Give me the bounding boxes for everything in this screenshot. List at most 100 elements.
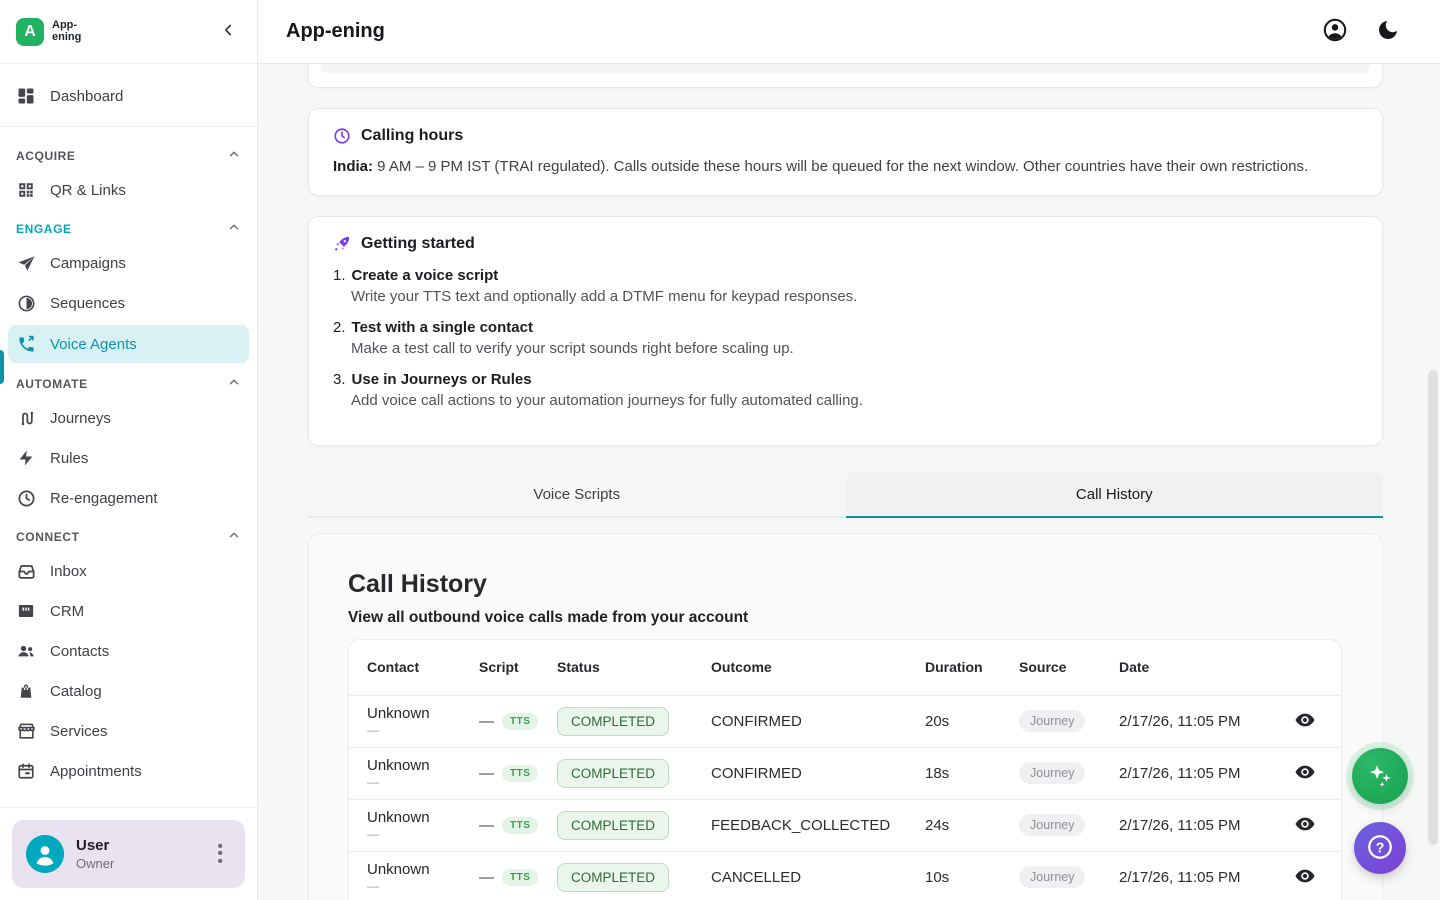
previous-card-cutoff: [308, 64, 1383, 88]
step-2: 2. Test with a single contact Make a test…: [333, 319, 1358, 357]
sidebar-item-catalog[interactable]: Catalog: [0, 671, 257, 711]
tts-badge: TTS: [502, 868, 539, 886]
sidebar-section-automate[interactable]: AUTOMATE: [0, 365, 257, 398]
sidebar-item-campaigns[interactable]: Campaigns: [0, 243, 257, 283]
step-title: Test with a single contact: [351, 319, 533, 336]
outcome-cell: CONFIRMED: [711, 746, 925, 799]
step-desc: Add voice call actions to your automatio…: [351, 392, 863, 409]
calling-hours-card: Calling hours India: 9 AM – 9 PM IST (TR…: [308, 108, 1383, 196]
sidebar-item-qr-links[interactable]: QR & Links: [0, 170, 257, 210]
route-icon: [16, 408, 36, 428]
col-actions: [1294, 640, 1341, 695]
tab-call-history[interactable]: Call History: [845, 472, 1383, 518]
calling-hours-title: Calling hours: [361, 127, 464, 144]
sidebar-item-sequences[interactable]: Sequences: [0, 283, 257, 323]
content-scroll-area[interactable]: Calling hours India: 9 AM – 9 PM IST (TR…: [258, 64, 1440, 900]
status-badge: COMPLETED: [557, 862, 670, 892]
ai-assistant-button[interactable]: [1352, 748, 1408, 804]
brand-logo[interactable]: A App-ening: [16, 17, 82, 46]
dark-mode-toggle[interactable]: [1376, 18, 1400, 45]
send-icon: [16, 253, 36, 273]
user-card[interactable]: User Owner • • •: [12, 820, 245, 888]
kebab-menu-icon[interactable]: • • •: [217, 838, 223, 870]
getting-started-card: Getting started 1. Create a voice script …: [308, 216, 1383, 446]
view-call-button[interactable]: [1294, 813, 1316, 838]
sidebar-collapse-button[interactable]: [215, 17, 241, 46]
call-history-subtitle: View all outbound voice calls made from …: [348, 609, 749, 626]
user-meta: User Owner: [76, 837, 197, 871]
previous-card-inner: [321, 64, 1370, 73]
contact-name: Unknown: [367, 809, 430, 826]
chevron-up-icon: [227, 147, 241, 164]
table-row[interactable]: Unknown — — TTS COMPLETED CANCELLED 10s Jo…: [349, 850, 1341, 900]
sidebar-item-dashboard[interactable]: Dashboard: [0, 76, 257, 116]
sidebar-section-acquire[interactable]: ACQUIRE: [0, 137, 257, 170]
call-history-title: Call History: [348, 570, 487, 598]
eye-icon: [1294, 709, 1316, 734]
sidebar-item-rules[interactable]: Rules: [0, 438, 257, 478]
sidebar-item-contacts[interactable]: Contacts: [0, 631, 257, 671]
view-call-button[interactable]: [1294, 761, 1316, 786]
duration-cell: 10s: [925, 850, 1019, 900]
account-button[interactable]: [1322, 17, 1348, 46]
contact-sub: —: [367, 723, 379, 737]
step-desc: Make a test call to verify your script s…: [351, 340, 794, 357]
tab-voice-scripts[interactable]: Voice Scripts: [308, 472, 846, 518]
sidebar-item-voice-agents[interactable]: Voice Agents: [8, 325, 249, 363]
sidebar-nav: Dashboard ACQUIRE QR & Links ENGAGE Camp…: [0, 64, 257, 807]
clock-icon: [333, 127, 351, 145]
chevron-up-icon: [227, 528, 241, 545]
sequences-icon: [16, 293, 36, 313]
sidebar-item-services[interactable]: Services: [0, 711, 257, 751]
sidebar-item-appointments[interactable]: Appointments: [0, 751, 257, 791]
table-row[interactable]: Unknown — — TTS COMPLETED CONFIRMED 20s Jo…: [349, 694, 1341, 747]
help-button[interactable]: ?: [1354, 822, 1406, 874]
page-title: App-ening: [286, 20, 385, 42]
sidebar-item-crm[interactable]: CRM: [0, 591, 257, 631]
crm-icon: [16, 601, 36, 621]
tts-badge: TTS: [502, 712, 539, 730]
contact-sub: —: [367, 775, 379, 789]
brand-name: App-ening: [52, 18, 82, 43]
sidebar-item-inbox[interactable]: Inbox: [0, 551, 257, 591]
contact-name: Unknown: [367, 861, 430, 878]
chevron-up-icon: [227, 375, 241, 392]
sidebar-item-re-engagement[interactable]: Re-engagement: [0, 478, 257, 518]
view-call-button[interactable]: [1294, 709, 1316, 734]
date-cell: 2/17/26, 11:05 PM: [1119, 850, 1294, 900]
table-row[interactable]: Unknown — — TTS COMPLETED CONFIRMED 18s Jo…: [349, 746, 1341, 799]
chevron-up-icon: [227, 220, 241, 237]
moon-icon: [1376, 18, 1400, 45]
status-badge: COMPLETED: [557, 706, 670, 736]
sidebar-item-journeys[interactable]: Journeys: [0, 398, 257, 438]
sidebar-section-connect[interactable]: CONNECT: [0, 518, 257, 551]
contact-sub: —: [367, 827, 379, 841]
source-badge: Journey: [1019, 866, 1086, 888]
col-script: Script: [479, 659, 519, 676]
step-1: 1. Create a voice script Write your TTS t…: [333, 267, 1358, 305]
step-title: Create a voice script: [351, 267, 499, 284]
status-badge: COMPLETED: [557, 758, 670, 788]
step-3: 3. Use in Journeys or Rules Add voice cal…: [333, 371, 1358, 409]
question-mark-icon: ?: [1365, 832, 1395, 865]
step-title: Use in Journeys or Rules: [351, 371, 532, 388]
main-area: App-ening Calling hours India: 9 AM –: [258, 0, 1440, 900]
outcome-cell: CONFIRMED: [711, 694, 925, 747]
tts-badge: TTS: [502, 764, 539, 782]
user-name: User: [76, 837, 110, 854]
date-cell: 2/17/26, 11:05 PM: [1119, 746, 1294, 799]
sidebar-header: A App-ening: [0, 0, 257, 64]
calendar-icon: [16, 761, 36, 781]
view-call-button[interactable]: [1294, 865, 1316, 890]
table-row[interactable]: Unknown — — TTS COMPLETED FEEDBACK_COLLECT…: [349, 798, 1341, 851]
phone-call-icon: [16, 334, 36, 354]
rocket-icon: [333, 235, 351, 253]
col-date: Date: [1119, 659, 1150, 676]
col-contact: Contact: [367, 659, 420, 676]
scrollbar-thumb[interactable]: [1428, 370, 1438, 845]
sidebar-section-engage[interactable]: ENGAGE: [0, 210, 257, 243]
calling-hours-header: Calling hours: [333, 127, 1358, 145]
duration-cell: 24s: [925, 798, 1019, 851]
chevron-left-icon: [219, 21, 237, 42]
